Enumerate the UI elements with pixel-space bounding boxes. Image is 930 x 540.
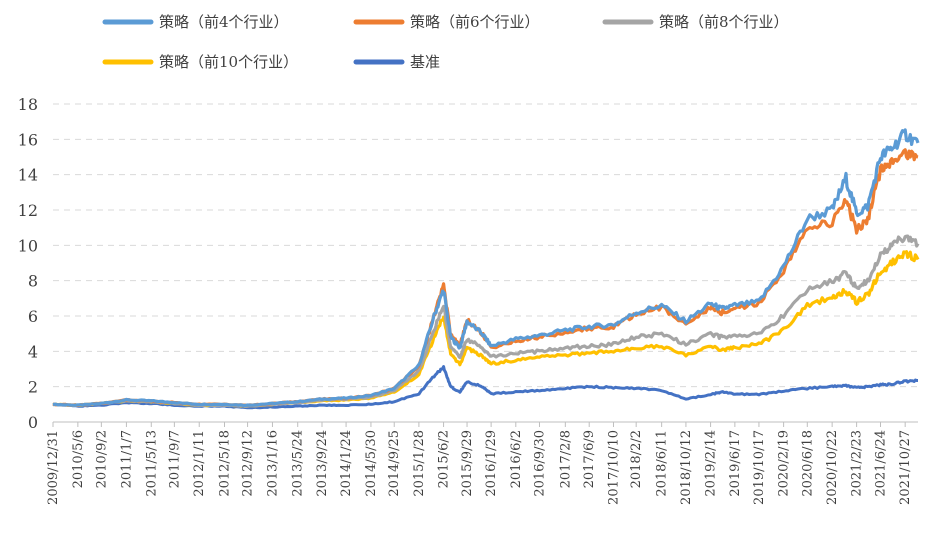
x-tick-label: 2017/10/10 (606, 430, 621, 505)
legend-label: 策略（前10个行业） (159, 53, 298, 71)
y-tick-label: 8 (28, 272, 38, 291)
x-tick-label: 2010/9/2 (94, 430, 109, 488)
x-tick-label: 2009/12/31 (46, 430, 61, 505)
series-line-2 (52, 148, 919, 408)
x-tick-label: 2010/5/6 (71, 430, 86, 488)
grid-lines (53, 103, 918, 388)
legend-label: 策略（前6个行业） (410, 13, 540, 31)
y-axis: 0 2 4 6 8 10 12 14 16 18 (18, 95, 38, 432)
x-tick-label: 2019/2/14 (704, 430, 719, 497)
x-tick-label: 2021/2/23 (850, 430, 865, 497)
x-tick-label: 2012/5/18 (218, 430, 233, 497)
x-tick-label: 2020/6/18 (800, 430, 815, 497)
y-tick-label: 2 (28, 378, 38, 397)
x-tick-label: 2021/10/27 (898, 430, 913, 505)
x-tick-label: 2014/5/30 (364, 430, 379, 497)
x-axis: 2009/12/31 2010/5/6 2010/9/2 2011/1/7 2011/5… (46, 421, 918, 505)
x-tick-label: 2011/9/7 (167, 430, 182, 488)
x-tick-label: 2021/6/24 (874, 430, 889, 497)
x-tick-label: 2018/2/2 (629, 430, 644, 488)
x-tick-label: 2014/1/24 (339, 430, 354, 497)
x-tick-label: 2013/1/16 (265, 430, 280, 497)
series-line-4 (52, 250, 920, 408)
legend-label: 策略（前4个行业） (159, 13, 289, 31)
y-tick-label: 0 (28, 413, 38, 432)
y-tick-label: 16 (18, 130, 38, 149)
y-tick-label: 6 (28, 307, 38, 326)
x-tick-label: 2020/2/19 (777, 430, 792, 497)
series-lines (52, 128, 920, 410)
x-tick-label: 2011/1/7 (119, 430, 134, 488)
series-line-1 (52, 128, 920, 408)
x-tick-label: 2016/9/30 (532, 430, 547, 497)
x-tick-label: 2019/10/17 (752, 430, 767, 505)
x-tick-label: 2016/1/29 (484, 430, 499, 497)
x-tick-label: 2018/10/12 (679, 430, 694, 505)
legend-label: 基准 (410, 53, 440, 71)
y-tick-label: 10 (18, 236, 38, 255)
x-tick-label: 2019/6/17 (728, 430, 743, 497)
x-tick-label: 2015/1/28 (412, 430, 427, 497)
x-tick-label: 2015/9/29 (460, 430, 475, 497)
x-tick-label: 2018/6/11 (655, 430, 670, 497)
x-tick-label: 2011/5/13 (144, 430, 159, 497)
x-tick-label: 2020/10/22 (825, 430, 840, 505)
x-tick-label: 2016/6/2 (509, 430, 524, 488)
x-tick-label: 2013/5/24 (291, 430, 306, 497)
y-tick-label: 12 (18, 201, 38, 220)
legend: 策略（前4个行业） 策略（前6个行业） 策略（前8个行业） 策略（前10个行业） 基准 (102, 13, 789, 71)
x-tick-label: 2014/9/25 (387, 430, 402, 497)
x-tick-label: 2012/9/12 (241, 430, 256, 497)
x-tick-label: 2012/1/11 (192, 430, 207, 497)
x-tick-label: 2017/6/9 (582, 430, 597, 488)
x-tick-label: 2015/6/2 (437, 430, 452, 488)
x-tick-label: 2013/9/24 (315, 430, 330, 497)
x-tick-label: 2017/2/8 (558, 430, 573, 488)
y-tick-label: 14 (18, 166, 38, 185)
legend-label: 策略（前8个行业） (659, 13, 789, 31)
y-tick-label: 4 (28, 342, 38, 361)
y-tick-label: 18 (18, 95, 38, 114)
